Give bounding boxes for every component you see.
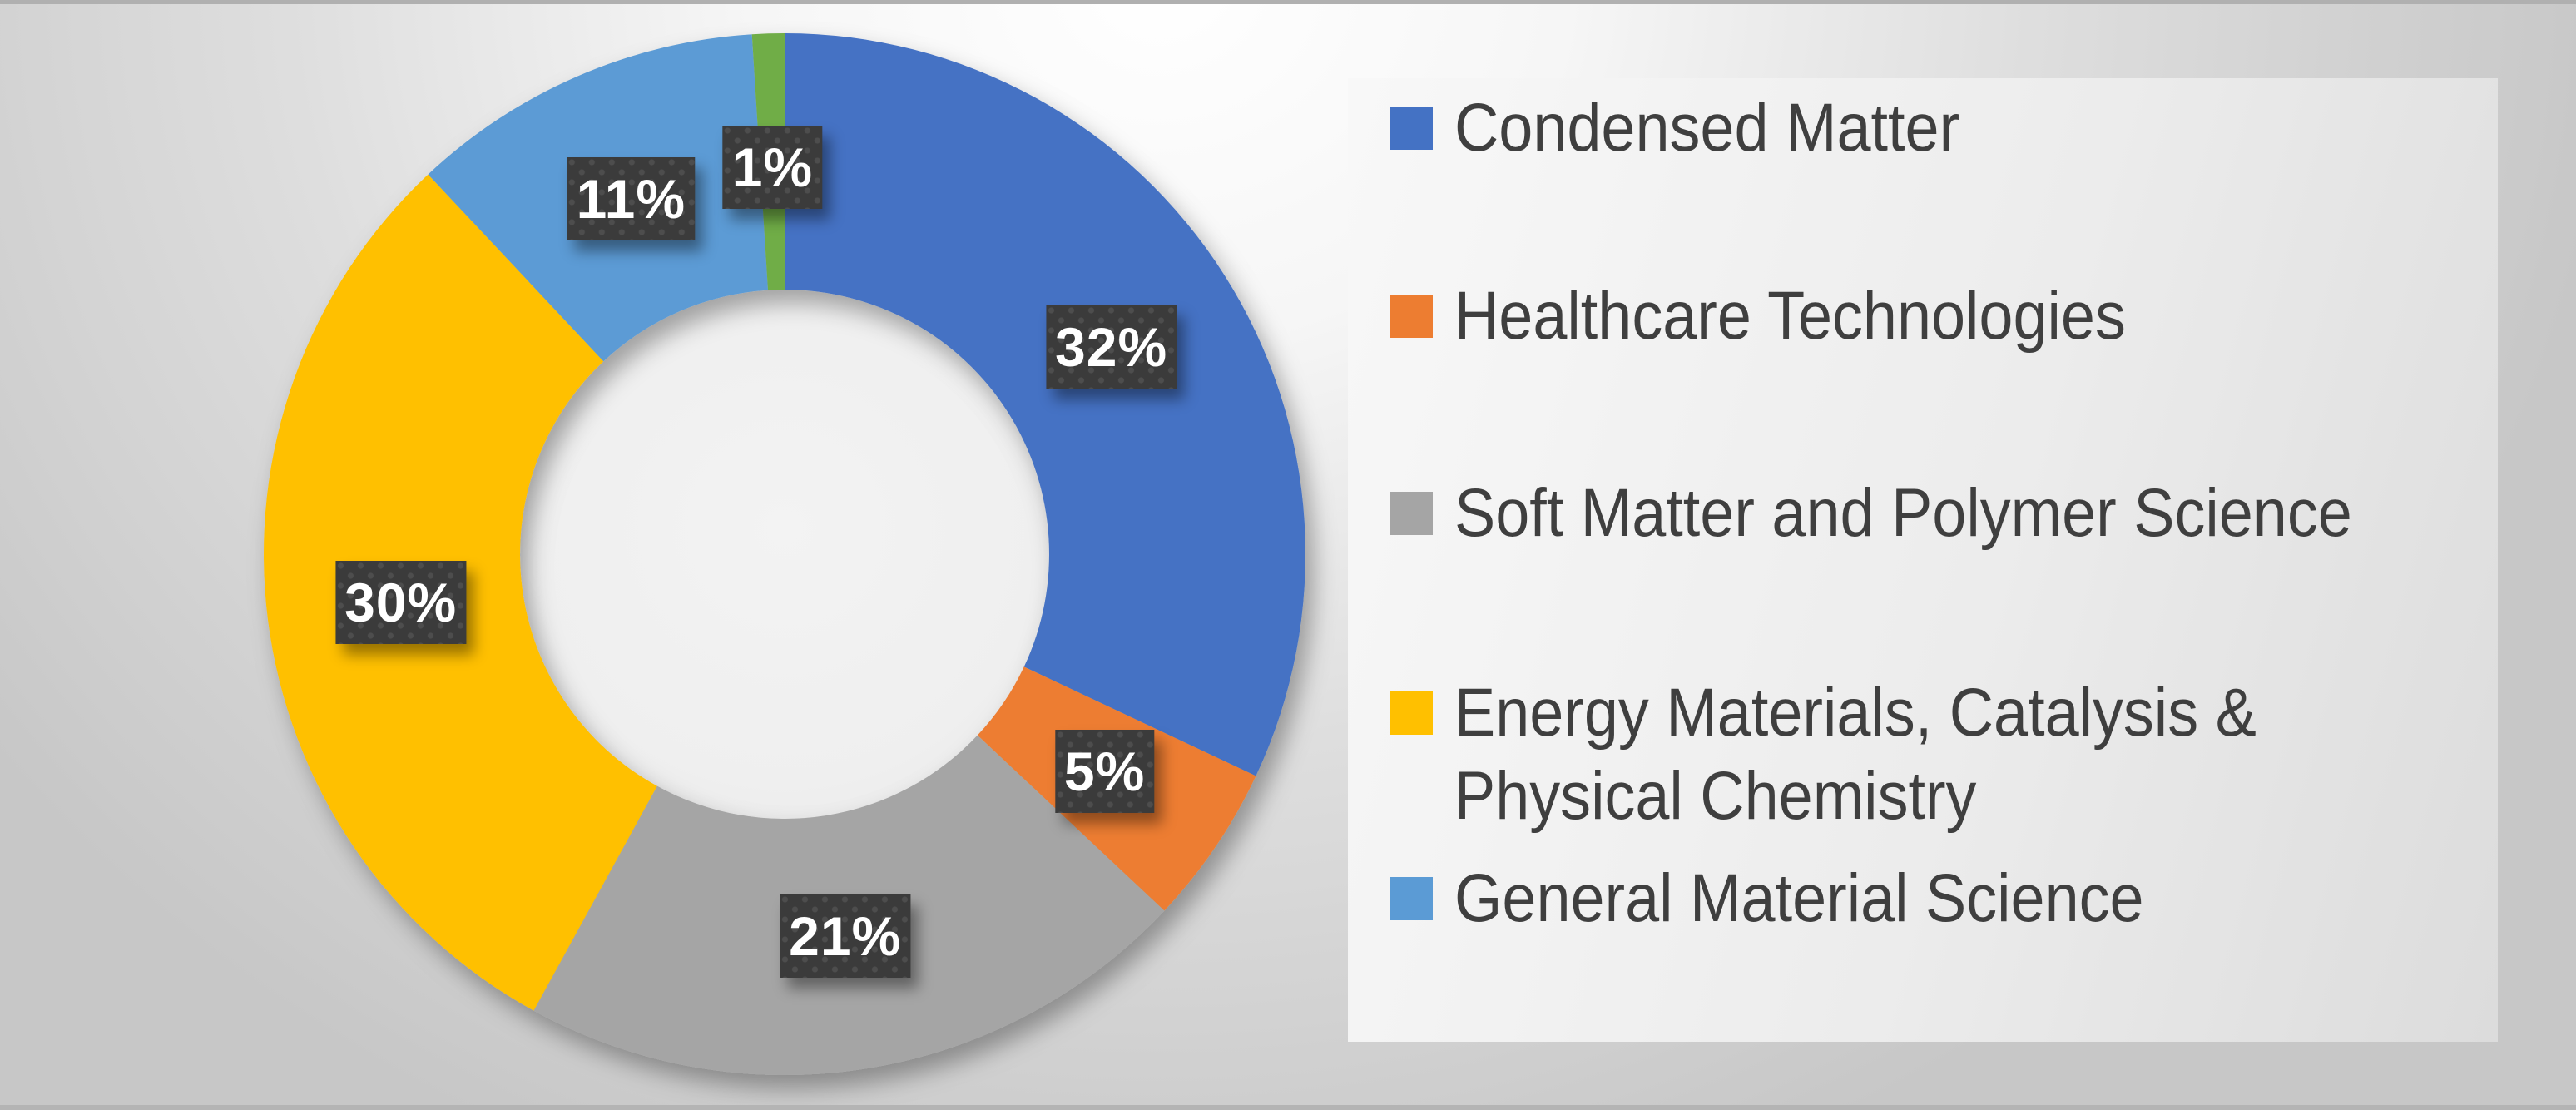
legend-label: Energy Materials, Catalysis & Physical Ch… — [1454, 671, 2256, 838]
legend-swatch-icon — [1390, 295, 1433, 338]
pie-slice-soft-matter-and-polymer-science[interactable] — [533, 735, 1165, 1075]
legend-swatch-icon — [1390, 107, 1433, 150]
data-label-30pct: 30% — [335, 561, 466, 644]
legend-swatch-icon — [1390, 492, 1433, 535]
legend-swatch-icon — [1390, 691, 1433, 735]
data-label-1pct: 1% — [723, 126, 822, 209]
legend-label-line: Soft Matter and Polymer Science — [1454, 475, 2352, 551]
pie-slice-energy-materials-catalysis-physical-chemistry[interactable] — [263, 174, 657, 1011]
donut-hole — [520, 290, 1049, 819]
legend-item-healthcare-technologies[interactable]: Healthcare Technologies — [1390, 275, 2201, 358]
data-label-5pct: 5% — [1055, 730, 1154, 813]
data-label-21pct: 21% — [780, 894, 910, 978]
legend-label: Healthcare Technologies — [1454, 275, 2126, 358]
legend-label-line: General Material Science — [1454, 860, 2144, 936]
top-edge-strip — [0, 0, 2576, 4]
legend-swatch-icon — [1390, 877, 1433, 920]
legend-label-line: Healthcare Technologies — [1454, 278, 2126, 354]
legend-item-condensed-matter[interactable]: Condensed Matter — [1390, 87, 2016, 170]
legend-label: Soft Matter and Polymer Science — [1454, 472, 2352, 555]
legend-label-line: Physical Chemistry — [1454, 758, 1977, 834]
legend-label-line: Condensed Matter — [1454, 90, 1960, 166]
data-label-11pct: 11% — [567, 157, 695, 240]
legend-label-line: Energy Materials, Catalysis & — [1454, 675, 2256, 751]
data-label-32pct: 32% — [1046, 305, 1177, 389]
bottom-edge-strip — [0, 1105, 2576, 1110]
legend-label: Condensed Matter — [1454, 87, 1959, 170]
chart-legend[interactable]: Condensed Matter Healthcare Technologies S… — [1348, 78, 2498, 1042]
legend-label: General Material Science — [1454, 857, 2144, 940]
legend-item-general-material-science[interactable]: General Material Science — [1390, 857, 2221, 940]
legend-item-soft-matter-and-polymer-science[interactable]: Soft Matter and Polymer Science — [1390, 472, 2452, 555]
legend-item-energy-materials-catalysis[interactable]: Energy Materials, Catalysis & Physical Ch… — [1390, 671, 2346, 838]
pie-slice-condensed-matter[interactable] — [785, 33, 1305, 776]
